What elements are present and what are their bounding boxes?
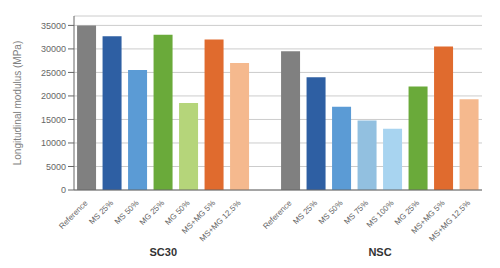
svg-text:MG 50%: MG 50% — [163, 198, 192, 227]
svg-text:MS 100%: MS 100% — [365, 199, 396, 230]
svg-text:5000: 5000 — [46, 162, 66, 172]
svg-text:MS+MG 5%: MS+MG 5% — [180, 198, 218, 236]
svg-text:SC30: SC30 — [149, 246, 177, 258]
svg-text:10000: 10000 — [41, 138, 66, 148]
svg-text:MS 50%: MS 50% — [113, 199, 141, 227]
svg-text:MG 25%: MG 25% — [392, 198, 422, 227]
svg-text:MS+MG 5%: MS+MG 5% — [409, 198, 447, 236]
svg-text:Reference: Reference — [261, 198, 294, 231]
svg-text:MS 25%: MS 25% — [87, 199, 115, 227]
svg-text:Reference: Reference — [57, 198, 90, 231]
svg-text:NSC: NSC — [368, 246, 391, 258]
svg-text:MS+MG 12.5%: MS+MG 12.5% — [427, 199, 472, 244]
svg-text:15000: 15000 — [41, 115, 66, 125]
svg-text:MS 75%: MS 75% — [342, 198, 371, 227]
svg-text:30000: 30000 — [41, 44, 66, 54]
svg-text:20000: 20000 — [41, 91, 66, 101]
svg-text:MS+MG 12.5%: MS+MG 12.5% — [198, 199, 243, 244]
svg-text:25000: 25000 — [41, 68, 66, 78]
svg-text:MS 25%: MS 25% — [291, 199, 319, 227]
svg-text:Longitudinal modulus (MPa): Longitudinal modulus (MPa) — [12, 41, 23, 166]
svg-text:MS 50%: MS 50% — [317, 199, 345, 227]
svg-text:MG 25%: MG 25% — [138, 199, 166, 227]
svg-text:35000: 35000 — [41, 21, 66, 31]
svg-text:0: 0 — [61, 185, 66, 195]
